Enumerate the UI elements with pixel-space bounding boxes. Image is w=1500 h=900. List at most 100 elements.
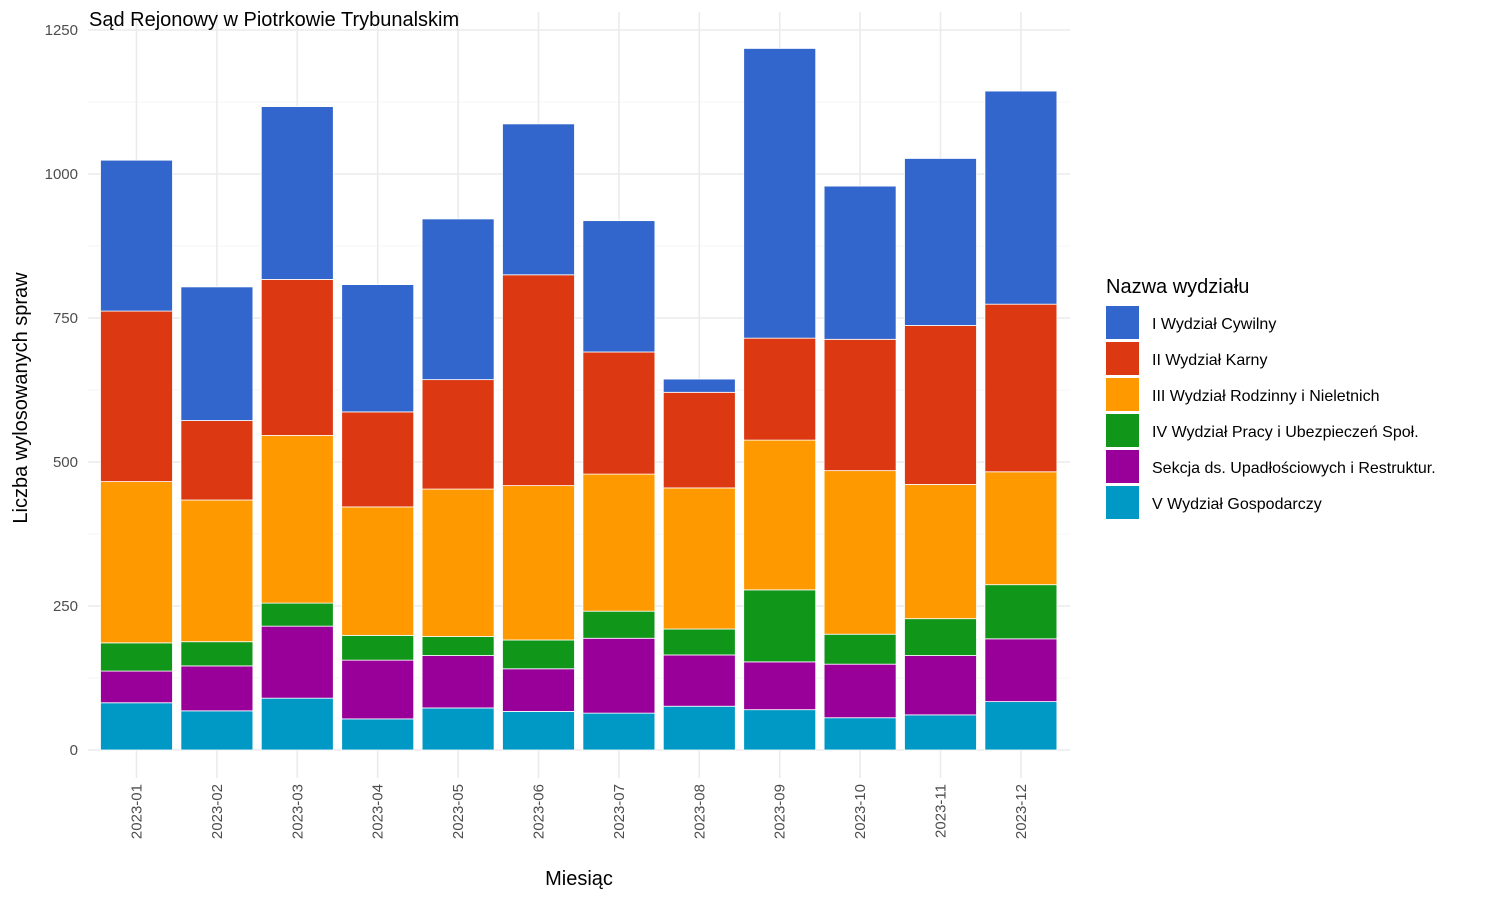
x-tick-label: 2023-03	[289, 784, 306, 839]
bar-segment	[421, 707, 495, 751]
bar-segment	[502, 639, 575, 670]
bar-segment	[984, 303, 1058, 473]
bar-segment	[904, 325, 977, 485]
bar-segment	[260, 279, 334, 436]
bar-segment	[662, 378, 736, 393]
bar-segment	[904, 655, 977, 716]
bar-segment	[743, 661, 817, 711]
legend-swatch	[1106, 486, 1139, 519]
bar-segment	[341, 718, 415, 751]
bar-segment	[823, 470, 897, 635]
x-tick-label: 2023-04	[370, 784, 387, 839]
bar-segment	[421, 218, 495, 381]
bar-segment	[341, 506, 415, 636]
legend-title: Nazwa wydziału	[1106, 276, 1249, 298]
x-tick-label: 2023-05	[450, 784, 467, 839]
legend-label: I Wydział Cywilny	[1152, 316, 1276, 333]
bar-segment	[421, 379, 495, 490]
bar-segment	[100, 670, 173, 704]
bar-segment	[984, 638, 1058, 703]
bar-segment	[823, 717, 897, 751]
bar-segment	[662, 628, 736, 656]
bar-segment	[421, 655, 495, 709]
bar-segment	[100, 310, 173, 482]
legend-label: III Wydział Rodzinny i Nieletnich	[1152, 388, 1380, 405]
y-tick-label: 500	[53, 454, 78, 471]
bar-segment	[180, 641, 254, 667]
x-axis-title: Miesiąc	[545, 868, 613, 890]
x-tick-label: 2023-09	[772, 784, 789, 839]
legend-label: IV Wydział Pracy i Ubezpieczeń Społ.	[1152, 424, 1419, 441]
bar-segment	[180, 665, 254, 712]
legend-label: Sekcja ds. Upadłościowych i Restruktur.	[1152, 460, 1436, 477]
bar-segment	[662, 654, 736, 707]
y-axis-ticks: 0 250 500 750 1000 1250	[45, 22, 78, 759]
legend-swatch	[1106, 414, 1139, 447]
bar-segment	[100, 702, 173, 751]
bar-segment	[502, 485, 575, 641]
bar-segment	[260, 106, 334, 280]
bar-segment	[823, 185, 897, 340]
bar-segment	[743, 337, 817, 441]
bar-segment	[582, 220, 656, 353]
legend-swatch	[1106, 342, 1139, 375]
x-axis-ticks: 2023-01 2023-02 2023-03 2023-04 2023-05 2023-…	[129, 784, 1030, 839]
bar-segment	[743, 48, 817, 339]
bar-segment	[100, 481, 173, 644]
x-tick-label: 2023-02	[209, 784, 226, 839]
bar-segment	[823, 338, 897, 472]
bar-segment	[341, 634, 415, 661]
bar-segment	[100, 159, 173, 312]
x-tick-label: 2023-10	[852, 784, 869, 839]
bar-segment	[421, 488, 495, 637]
bar-segment	[743, 709, 817, 751]
bar-segment	[904, 714, 977, 751]
bar-segment	[341, 284, 415, 413]
bar-segment	[502, 711, 575, 751]
y-tick-label: 750	[53, 310, 78, 327]
bar-segment	[823, 663, 897, 719]
legend: Nazwa wydziału I Wydział Cywilny II Wydzi…	[1106, 276, 1436, 519]
bar-segment	[582, 637, 656, 714]
legend-swatch	[1106, 450, 1139, 483]
y-tick-label: 1250	[45, 22, 78, 39]
x-tick-label: 2023-06	[531, 784, 548, 839]
bar-segment	[582, 473, 656, 612]
legend-items: I Wydział Cywilny II Wydział Karny III Wyd…	[1106, 306, 1436, 519]
bar-segment	[823, 633, 897, 665]
bar-segment	[100, 642, 173, 672]
bar-segment	[984, 90, 1058, 305]
bar-segment	[180, 499, 254, 643]
bar-segment	[502, 123, 575, 276]
bar-segment	[984, 701, 1058, 751]
legend-label: II Wydział Karny	[1152, 352, 1267, 369]
y-tick-label: 250	[53, 598, 78, 615]
chart-title: Sąd Rejonowy w Piotrkowie Trybunalskim	[89, 9, 459, 31]
bars-layer	[100, 48, 1058, 751]
x-tick-label: 2023-07	[611, 784, 628, 839]
bar-segment	[260, 435, 334, 604]
bar-segment	[662, 487, 736, 630]
bar-segment	[743, 589, 817, 663]
bar-segment	[180, 710, 254, 751]
bar-segment	[180, 286, 254, 421]
bar-segment	[904, 618, 977, 656]
legend-swatch	[1106, 306, 1139, 339]
y-tick-label: 1000	[45, 166, 78, 183]
bar-segment	[984, 584, 1058, 640]
x-tick-label: 2023-08	[691, 784, 708, 839]
bar-segment	[662, 391, 736, 489]
bar-segment	[582, 610, 656, 639]
bar-segment	[582, 712, 656, 751]
bar-segment	[502, 668, 575, 712]
bar-segment	[984, 471, 1058, 586]
bar-segment	[582, 351, 656, 475]
legend-label: V Wydział Gospodarczy	[1152, 496, 1322, 513]
bar-segment	[502, 274, 575, 487]
bar-segment	[180, 420, 254, 501]
bar-segment	[743, 439, 817, 591]
bar-segment	[904, 484, 977, 620]
bar-segment	[662, 705, 736, 751]
